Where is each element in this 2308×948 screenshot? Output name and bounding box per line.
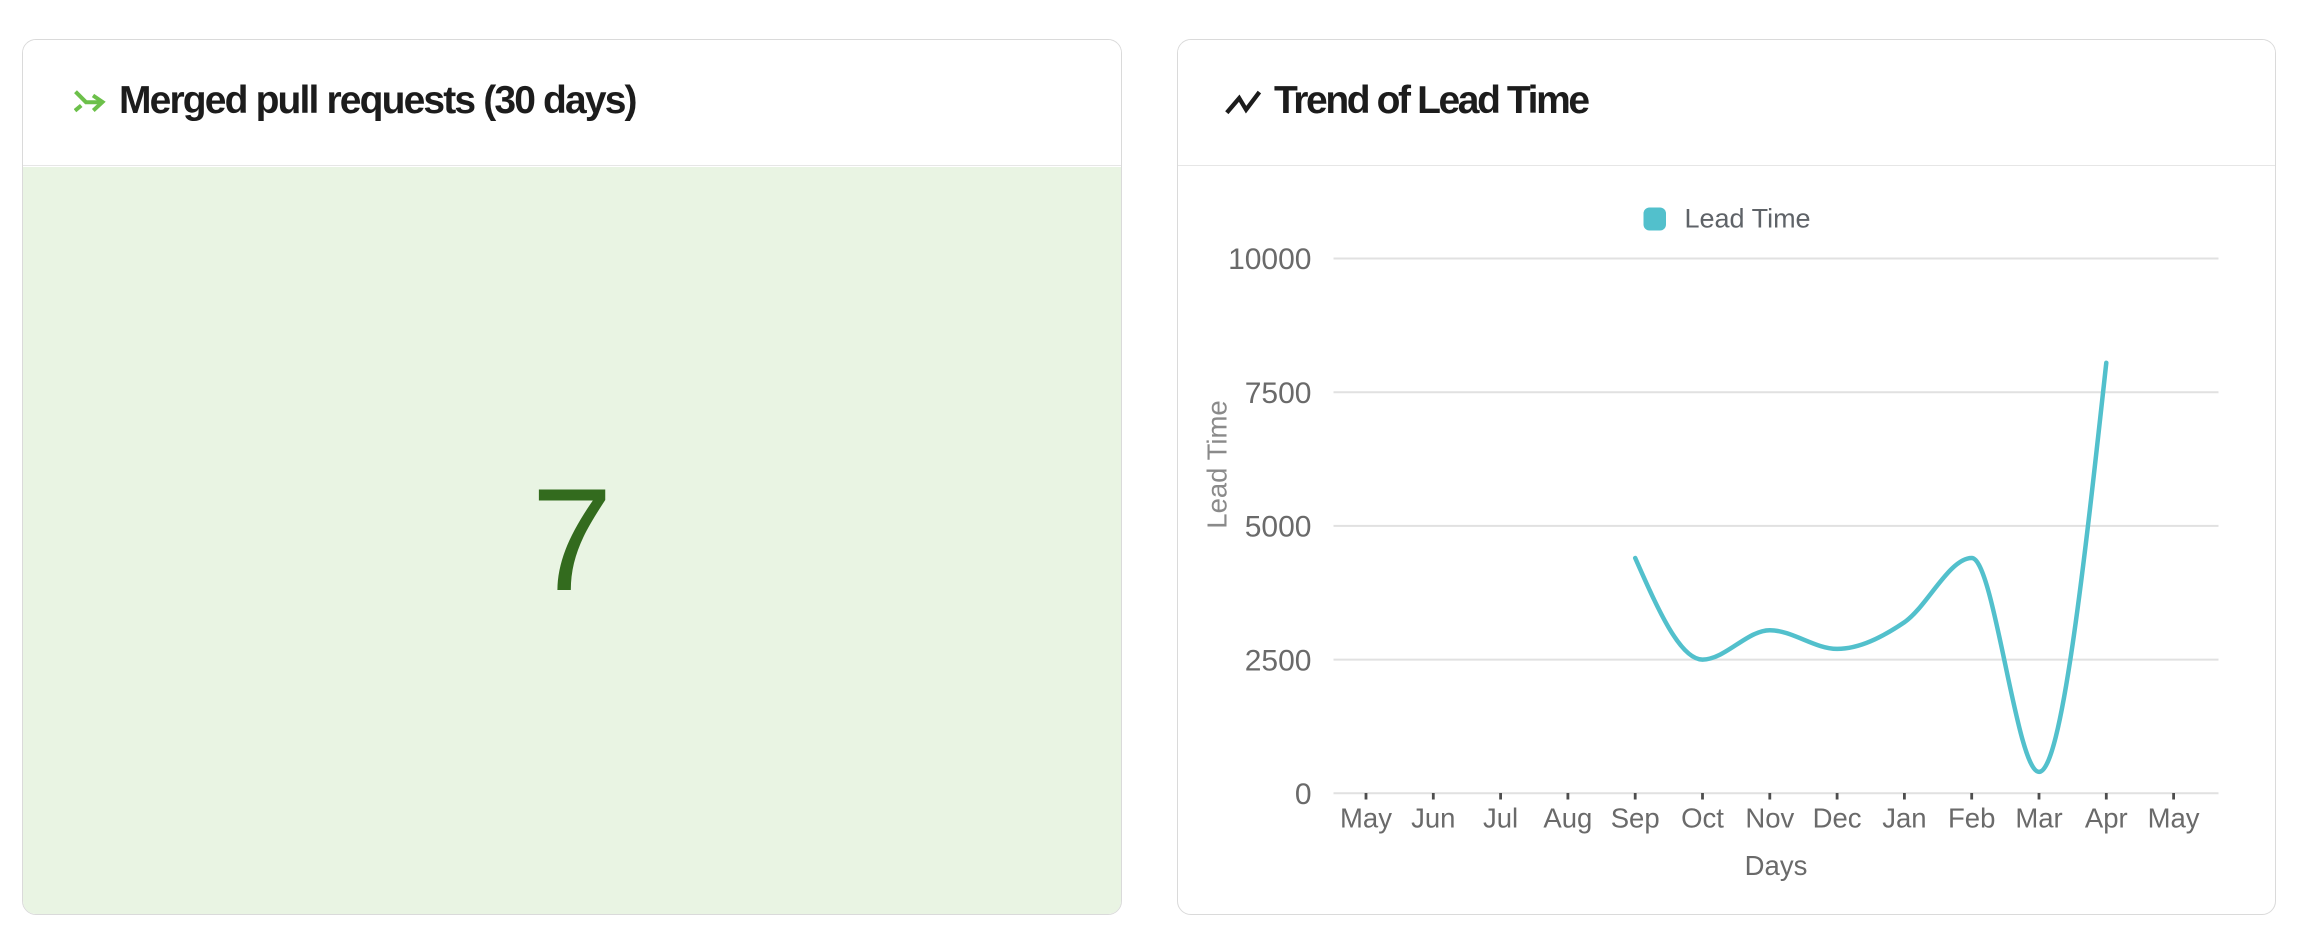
svg-text:7500: 7500 — [1245, 377, 1312, 410]
svg-text:Aug: Aug — [1543, 803, 1592, 834]
svg-text:Mar: Mar — [2015, 803, 2062, 834]
svg-text:Dec: Dec — [1813, 803, 1862, 834]
svg-text:Feb: Feb — [1948, 803, 1995, 834]
svg-text:Oct: Oct — [1681, 803, 1724, 834]
svg-text:Apr: Apr — [2085, 803, 2128, 834]
svg-text:Jul: Jul — [1483, 803, 1518, 834]
svg-text:Nov: Nov — [1745, 803, 1794, 834]
svg-text:May: May — [2148, 803, 2200, 834]
svg-text:Sep: Sep — [1611, 803, 1660, 834]
svg-text:Lead Time: Lead Time — [1685, 204, 1811, 234]
svg-text:5000: 5000 — [1245, 511, 1312, 544]
svg-text:Jun: Jun — [1411, 803, 1455, 834]
svg-text:Days: Days — [1745, 850, 1808, 881]
svg-text:10000: 10000 — [1228, 243, 1311, 276]
svg-text:Jan: Jan — [1882, 803, 1926, 834]
svg-text:Lead Time: Lead Time — [1202, 400, 1233, 528]
svg-text:2500: 2500 — [1245, 644, 1312, 677]
svg-text:0: 0 — [1295, 778, 1312, 811]
svg-text:May: May — [1340, 803, 1392, 834]
